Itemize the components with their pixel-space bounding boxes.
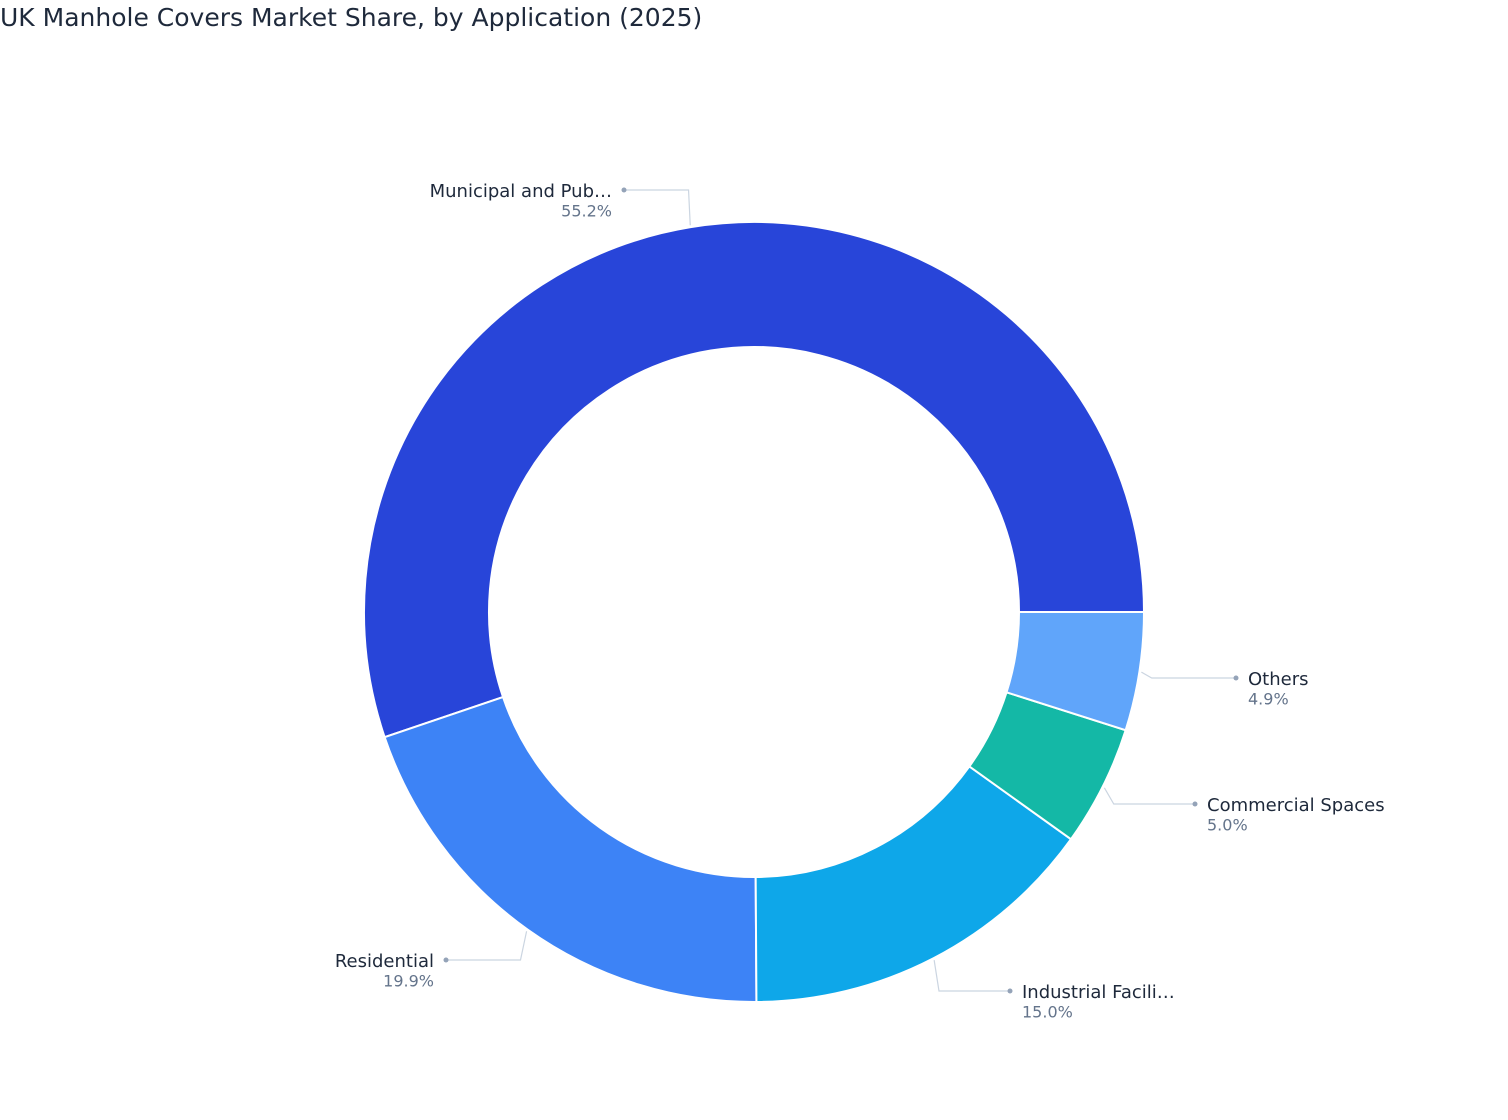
chart-title: UK Manhole Covers Market Share, by Appli… <box>0 3 702 32</box>
slice <box>363 221 1146 739</box>
leader-line <box>1141 671 1236 679</box>
leader-line <box>1103 787 1195 805</box>
leader-line <box>933 960 1010 992</box>
leader-dot <box>1233 675 1239 681</box>
slice-value-label: 55.2% <box>561 202 612 221</box>
slice-value-label: 19.9% <box>383 972 434 991</box>
leader-dot <box>443 957 449 963</box>
slice <box>383 695 758 1003</box>
leader-dot <box>1007 988 1013 994</box>
leader-line <box>446 931 528 961</box>
leader-line <box>624 189 691 226</box>
slice <box>1005 611 1146 732</box>
slice-label: Others <box>1248 669 1309 690</box>
leader-dot <box>1192 801 1198 807</box>
slice-value-label: 4.9% <box>1248 690 1289 709</box>
slice-label: Residential <box>335 951 434 972</box>
slice-label: Municipal and Pub… <box>430 181 612 202</box>
leader-dot <box>621 187 627 193</box>
slice-value-label: 5.0% <box>1207 816 1248 835</box>
slice-label: Commercial Spaces <box>1207 795 1385 816</box>
slice-value-label: 15.0% <box>1022 1003 1073 1022</box>
slice-label: Industrial Facili… <box>1022 982 1175 1003</box>
